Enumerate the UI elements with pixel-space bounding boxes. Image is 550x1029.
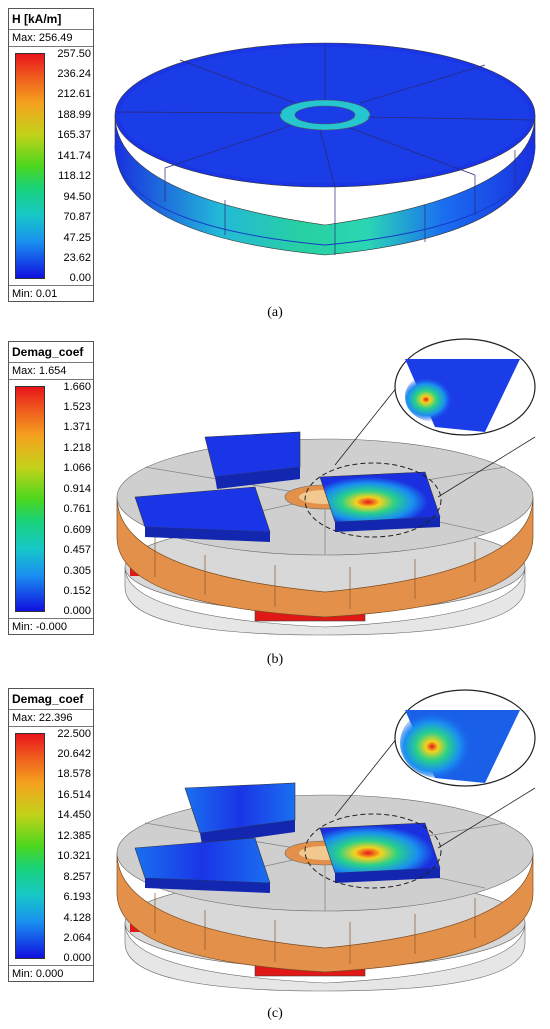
stator-rotor-assembly-plot <box>116 689 536 992</box>
scale-tick: 70.87 <box>63 211 91 223</box>
scale-tick: 23.62 <box>63 252 91 264</box>
scale-tick: 0.000 <box>63 952 91 964</box>
magnet-block-hotspot <box>319 822 441 874</box>
legend-min: Min: 0.01 <box>9 285 93 302</box>
scale-tick: 94.50 <box>63 191 91 203</box>
scale-tick: 14.450 <box>57 809 91 821</box>
legend-a: H [kA/m] Max: 256.49 257.50 236.24 212.6… <box>8 8 94 302</box>
color-scale-bar <box>15 53 45 279</box>
copper-winding <box>116 496 534 618</box>
scale-tick: 0.00 <box>69 272 91 284</box>
highlight-ellipse <box>304 813 442 889</box>
color-scale-bar <box>15 733 45 959</box>
legend-max: Max: 1.654 <box>9 363 93 380</box>
scale-tick: 47.25 <box>63 232 91 244</box>
scale-tick: 188.99 <box>57 109 91 121</box>
magnet-block-hotspot <box>319 471 441 523</box>
scale-tick: 141.74 <box>57 150 91 162</box>
scale-tick: 22.500 <box>57 728 91 740</box>
legend-min: Min: -0.000 <box>9 618 93 635</box>
caption-b: (b) <box>266 652 284 667</box>
scale-ticks: 22.500 20.642 18.578 16.514 14.450 12.38… <box>49 727 91 965</box>
legend-c: Demag_coef Max: 22.396 22.500 20.642 18.… <box>8 688 94 982</box>
scale-tick: 1.218 <box>63 442 91 454</box>
legend-min: Min: 0.000 <box>9 965 93 982</box>
scale-tick: 1.660 <box>63 381 91 393</box>
scale-tick: 18.578 <box>57 768 91 780</box>
scale-tick: 6.193 <box>63 891 91 903</box>
scale-tick: 257.50 <box>57 48 91 60</box>
scale-ticks: 1.660 1.523 1.371 1.218 1.066 0.914 0.76… <box>49 380 91 618</box>
legend-max: Max: 256.49 <box>9 30 93 47</box>
highlight-ellipse <box>304 462 442 538</box>
scale-tick: 16.514 <box>57 789 91 801</box>
scale-tick: 165.37 <box>57 129 91 141</box>
scale-tick: 0.305 <box>63 565 91 577</box>
panel-b: Demag_coef Max: 1.654 1.660 1.523 1.371 … <box>0 337 550 677</box>
legend-title: Demag_coef <box>9 342 93 363</box>
scale-tick: 212.61 <box>57 88 91 100</box>
scale-tick: 10.321 <box>57 850 91 862</box>
scale-tick: 0.609 <box>63 524 91 536</box>
panel-a: H [kA/m] Max: 256.49 257.50 236.24 212.6… <box>0 0 550 330</box>
scale-tick: 2.064 <box>63 932 91 944</box>
copper-winding <box>116 852 534 973</box>
scale-tick: 1.371 <box>63 421 91 433</box>
scale-tick: 1.523 <box>63 401 91 413</box>
legend-max: Max: 22.396 <box>9 710 93 727</box>
scale-tick: 12.385 <box>57 830 91 842</box>
scale-tick: 0.914 <box>63 483 91 495</box>
magnet-ring-field-plot <box>114 42 536 256</box>
caption-a: (a) <box>267 305 283 320</box>
scale-tick: 1.066 <box>63 462 91 474</box>
base-ring <box>124 566 526 636</box>
scale-tick: 118.12 <box>58 170 91 182</box>
stator-rotor-assembly-plot <box>116 338 536 636</box>
color-scale-bar <box>15 386 45 612</box>
legend-title: H [kA/m] <box>9 9 93 30</box>
legend-b: Demag_coef Max: 1.654 1.660 1.523 1.371 … <box>8 341 94 635</box>
scale-tick: 20.642 <box>57 748 91 760</box>
scale-tick: 236.24 <box>57 68 91 80</box>
scale-tick: 8.257 <box>63 871 91 883</box>
scale-tick: 0.457 <box>63 544 91 556</box>
legend-title: Demag_coef <box>9 689 93 710</box>
scale-tick: 0.152 <box>63 585 91 597</box>
scale-tick: 0.000 <box>63 605 91 617</box>
base-ring <box>124 922 526 992</box>
caption-c: (c) <box>267 1006 283 1021</box>
panel-c: Demag_coef Max: 22.396 22.500 20.642 18.… <box>0 688 550 1029</box>
scale-ticks: 257.50 236.24 212.61 188.99 165.37 141.7… <box>49 47 91 285</box>
scale-tick: 0.761 <box>63 503 91 515</box>
scale-tick: 4.128 <box>63 912 91 924</box>
